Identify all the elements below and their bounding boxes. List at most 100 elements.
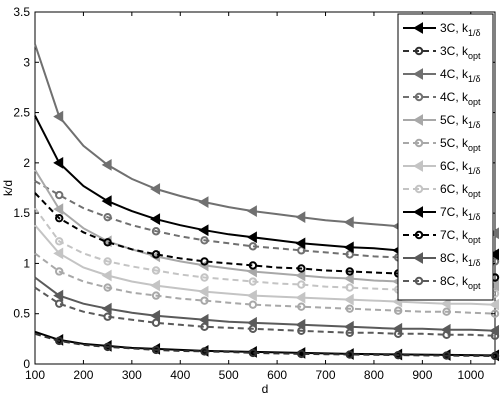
legend-label-subscript: 1/δ xyxy=(468,120,481,130)
legend-entry: 5C, k1/δ xyxy=(403,113,481,130)
data-point xyxy=(200,236,209,245)
legend-swatch-marker xyxy=(413,206,423,218)
data-point xyxy=(295,291,306,304)
data-point xyxy=(489,298,499,311)
legend-swatch-marker xyxy=(414,276,424,286)
data-point xyxy=(345,350,354,359)
x-tick-label: 700 xyxy=(316,368,336,382)
data-point xyxy=(248,242,258,251)
data-point xyxy=(440,297,451,310)
data-point xyxy=(151,227,161,236)
data-point xyxy=(297,246,306,255)
legend-label: 6C, k1/δ xyxy=(440,159,481,176)
legend-swatch-marker xyxy=(414,138,424,148)
data-point xyxy=(151,318,161,327)
series-line xyxy=(34,332,496,357)
legend-entry: 4C, kopt xyxy=(403,90,481,107)
data-point xyxy=(198,285,209,298)
legend-entry: 3C, k1/δ xyxy=(403,21,481,38)
legend-entry: 4C, k1/δ xyxy=(403,67,481,84)
data-point xyxy=(295,269,306,282)
legend-swatch-marker xyxy=(413,22,423,34)
data-point xyxy=(345,328,354,338)
data-point xyxy=(248,348,258,358)
legend-swatch-marker xyxy=(413,68,423,80)
legend-swatch-marker xyxy=(414,92,424,102)
data-point xyxy=(53,203,64,215)
data-point xyxy=(55,267,64,276)
data-point xyxy=(343,216,354,229)
data-point xyxy=(198,196,209,208)
data-point xyxy=(55,213,64,223)
data-point xyxy=(101,158,112,171)
legend-label-subscript: 1/δ xyxy=(468,258,481,268)
legend-label-subscript: opt xyxy=(468,143,481,153)
data-point xyxy=(150,183,161,195)
data-point xyxy=(393,329,403,339)
data-point xyxy=(442,330,451,340)
legend-swatch-marker xyxy=(414,230,424,240)
legend-label-subscript: 1/δ xyxy=(468,28,481,38)
y-axis-label: k/d xyxy=(1,180,15,196)
legend-entry: 8C, k1/δ xyxy=(403,251,481,268)
data-point xyxy=(150,309,161,322)
x-tick-label: 200 xyxy=(73,368,93,382)
data-point xyxy=(55,336,64,346)
data-point xyxy=(103,342,112,352)
data-point xyxy=(345,304,354,313)
ticks-layer: 100 200 300 400 500 600 700 800 900 1000 0 0.5 1 1.5 2… xyxy=(13,5,495,382)
legend-label: 5C, k1/δ xyxy=(440,113,481,130)
legend-label-name: 5C, k xyxy=(440,113,469,127)
y-tick-label: 2.5 xyxy=(13,106,30,120)
data-point xyxy=(103,257,112,266)
series-7 xyxy=(34,224,499,311)
data-point xyxy=(248,277,258,286)
x-tick-label: 600 xyxy=(267,368,287,382)
data-point xyxy=(297,280,306,289)
data-point xyxy=(103,283,112,292)
legend-label-subscript: 1/δ xyxy=(468,212,481,222)
data-point xyxy=(246,231,257,244)
legend-label-name: 7C, k xyxy=(440,205,469,219)
legend-label-name: 5C, k xyxy=(440,136,469,150)
x-tick-label: 300 xyxy=(122,368,142,382)
data-point xyxy=(295,211,306,224)
series-11 xyxy=(34,276,499,337)
y-tick-label: 0 xyxy=(23,357,30,371)
legend-label: 4C, kopt xyxy=(440,90,481,107)
y-tick-label: 0.5 xyxy=(13,307,30,321)
series-line xyxy=(34,224,496,306)
legend-entry: 7C, k1/δ xyxy=(403,205,481,222)
legend-label: 3C, kopt xyxy=(440,44,481,61)
x-tick-label: 100 xyxy=(25,368,45,382)
legend-label: 4C, k1/δ xyxy=(440,67,481,84)
data-point xyxy=(53,110,64,123)
data-point xyxy=(151,250,161,259)
legend-swatch-marker xyxy=(413,114,423,126)
legend-label: 7C, kopt xyxy=(440,228,481,245)
legend-label: 8C, kopt xyxy=(440,274,481,291)
data-point xyxy=(151,291,161,300)
data-point xyxy=(150,213,161,226)
data-point xyxy=(297,326,306,336)
data-point xyxy=(442,307,451,316)
data-point xyxy=(55,237,64,246)
legend-label-name: 4C, k xyxy=(440,90,469,104)
data-point xyxy=(297,349,306,359)
data-point xyxy=(345,267,354,276)
legend-label-name: 6C, k xyxy=(440,159,469,173)
data-point xyxy=(200,347,209,356)
legend-label-name: 7C, k xyxy=(440,228,469,242)
legend-label-subscript: opt xyxy=(468,97,481,107)
data-point xyxy=(103,238,112,247)
legend-label-subscript: 1/δ xyxy=(468,74,481,84)
data-point xyxy=(198,224,209,237)
legend-label-subscript: 1/δ xyxy=(468,166,481,176)
data-point xyxy=(53,156,64,169)
legend-label-name: 8C, k xyxy=(440,274,469,288)
x-tick-label: 800 xyxy=(364,368,384,382)
data-point xyxy=(248,324,258,333)
data-point xyxy=(489,279,499,292)
legend-entry: 6C, kopt xyxy=(403,182,481,199)
